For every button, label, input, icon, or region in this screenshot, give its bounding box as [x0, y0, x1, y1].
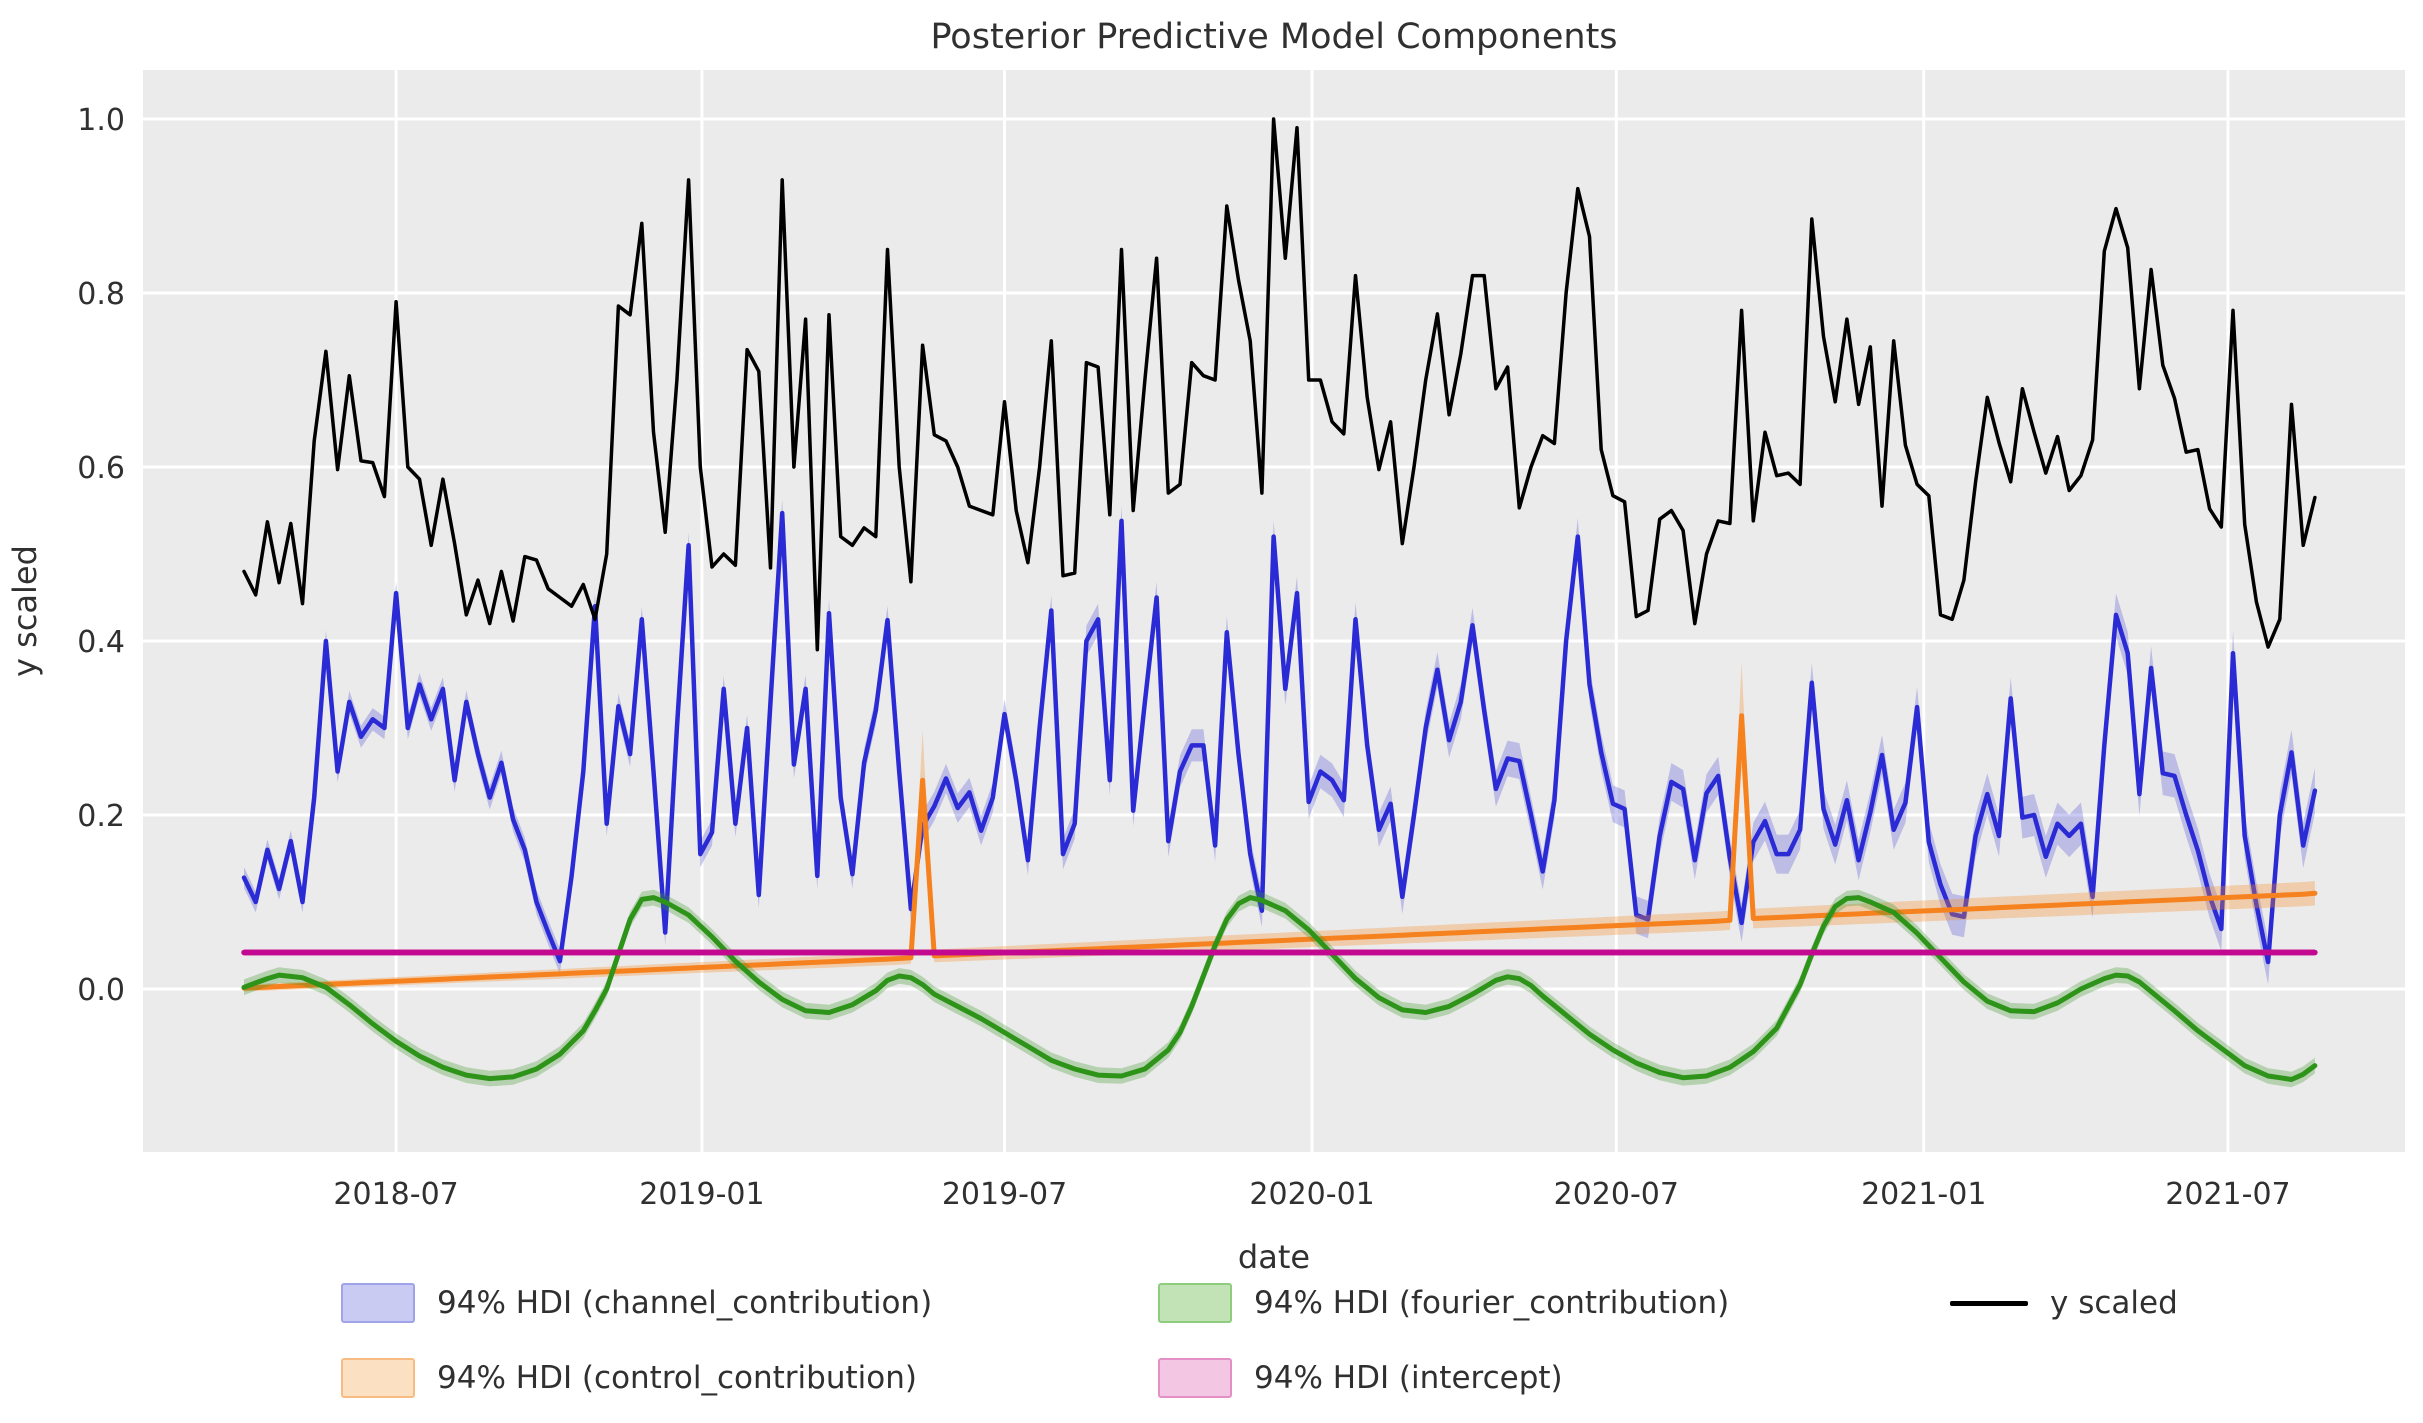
- legend-item: 94% HDI (control_contribution): [341, 1357, 932, 1399]
- series-control-line: [241, 713, 2318, 991]
- x-tick-label: 2020-01: [1249, 1177, 1374, 1212]
- legend-patch-icon: [341, 1283, 415, 1323]
- legend-item-label: 94% HDI (channel_contribution): [437, 1285, 933, 1321]
- x-axis-label: date: [1238, 1238, 1310, 1276]
- series-fourier-line: [241, 895, 2318, 1082]
- y-axis-label: y scaled: [6, 545, 44, 677]
- legend-item-label: y scaled: [2050, 1285, 2178, 1321]
- y-tick-label: 0.0: [77, 973, 125, 1008]
- series-control-band: [244, 662, 2315, 992]
- x-tick-label: 2021-01: [1861, 1177, 1986, 1212]
- y-tick-label: 0.6: [77, 451, 125, 486]
- legend: 94% HDI (channel_contribution) 94% HDI (c…: [0, 1282, 2423, 1422]
- x-tick-label: 2019-01: [639, 1177, 764, 1212]
- y-tick-label: 1.0: [77, 103, 125, 138]
- x-tick-label: 2020-07: [1554, 1177, 1679, 1212]
- y-tick-label: 0.4: [77, 625, 125, 660]
- legend-item: 94% HDI (fourier_contribution): [1158, 1282, 1729, 1324]
- tick-labels: 0.0 0.2 0.4 0.6 0.8 1.0 2018-07 2019-01 2019-07 2…: [77, 103, 2290, 1212]
- series-y_scaled-line: [242, 117, 2317, 652]
- gridlines: [143, 70, 2405, 1152]
- legend-column: y scaled: [1950, 1282, 2178, 1357]
- x-tick-label: 2021-07: [2165, 1177, 2290, 1212]
- chart-title: Posterior Predictive Model Components: [930, 17, 1617, 57]
- legend-patch-icon: [341, 1358, 415, 1398]
- legend-line-icon: [1950, 1300, 2028, 1306]
- y-tick-label: 0.2: [77, 799, 125, 834]
- legend-column: 94% HDI (channel_contribution) 94% HDI (c…: [341, 1282, 932, 1423]
- legend-item-label: 94% HDI (fourier_contribution): [1254, 1285, 1730, 1321]
- legend-patch-icon: [1158, 1358, 1232, 1398]
- series-channel-line: [241, 510, 2318, 965]
- y-tick-label: 0.8: [77, 277, 125, 312]
- x-tick-label: 2018-07: [333, 1177, 458, 1212]
- legend-item: 94% HDI (intercept): [1158, 1357, 1729, 1399]
- legend-item: 94% HDI (channel_contribution): [341, 1282, 932, 1324]
- legend-item-label: 94% HDI (control_contribution): [437, 1360, 917, 1396]
- legend-item: y scaled: [1950, 1282, 2178, 1324]
- legend-column: 94% HDI (fourier_contribution) 94% HDI (i…: [1158, 1282, 1729, 1423]
- x-tick-label: 2019-07: [942, 1177, 1067, 1212]
- plot-area: [143, 70, 2405, 1152]
- series-group: [241, 117, 2318, 1088]
- legend-patch-icon: [1158, 1283, 1232, 1323]
- legend-item-label: 94% HDI (intercept): [1254, 1360, 1563, 1396]
